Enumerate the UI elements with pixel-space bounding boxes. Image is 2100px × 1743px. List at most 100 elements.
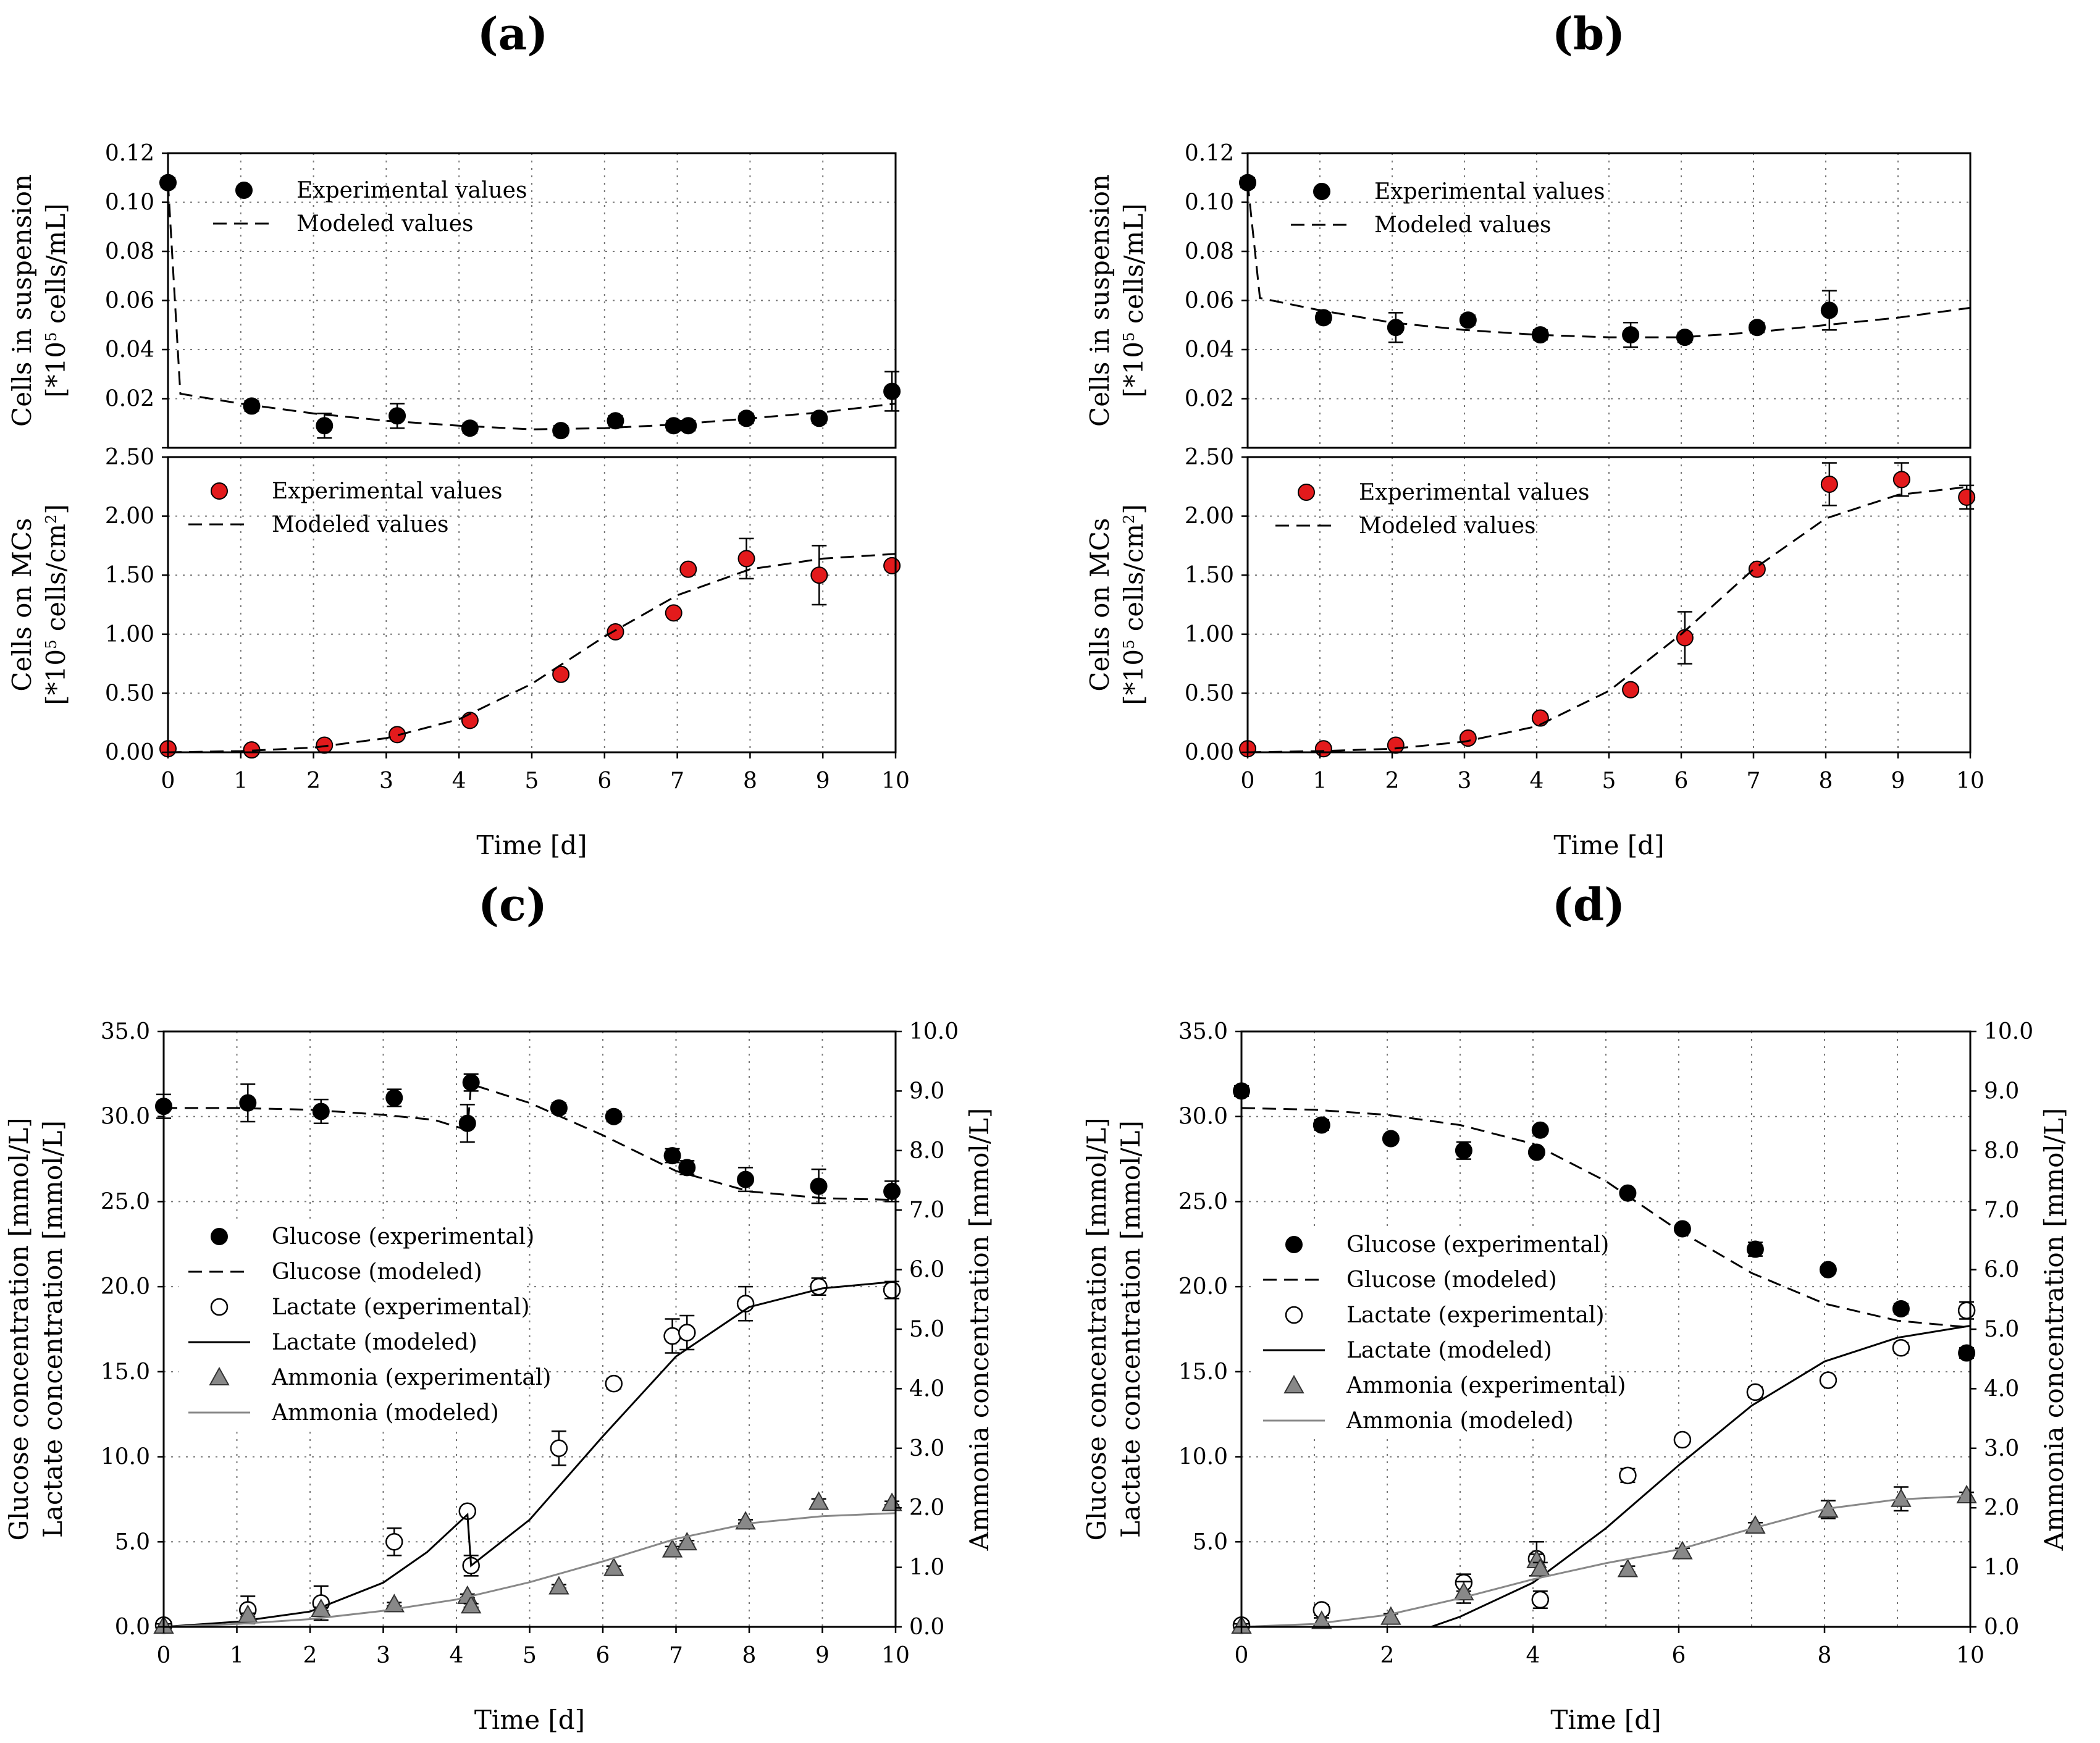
y2-axis-label: Ammonia concentration [mmol/L]: [2039, 1108, 2069, 1552]
y-tick-label: 10.0: [101, 1445, 150, 1470]
legend-symbol: [235, 182, 253, 199]
data-point-glucose-experimental: [312, 1102, 330, 1120]
legend-label: Modeled values: [272, 512, 448, 537]
data-point-experimental-values: [607, 412, 624, 430]
x-axis-label: Time [d]: [474, 1705, 585, 1735]
data-point-experimental-values: [1314, 740, 1332, 758]
legend: Experimental values Modeled values: [1275, 480, 1589, 539]
data-point-ammonia-experimental: [676, 1532, 697, 1551]
y-tick-label: 30.0: [1178, 1104, 1228, 1130]
data-point-experimental-values: [316, 736, 334, 754]
y-tick-label: 2.00: [1185, 504, 1234, 529]
y2-tick-label: 10.0: [1984, 1019, 2033, 1044]
data-point-experimental-values: [737, 550, 755, 568]
series-line-lactate-modeled: [163, 1280, 896, 1628]
data-point-ammonia-experimental: [1745, 1515, 1766, 1534]
y2-tick-label: 7.0: [909, 1198, 944, 1223]
legend-label: Glucose (experimental): [272, 1224, 534, 1250]
y-tick-label: 0.04: [1185, 337, 1234, 363]
legend: Experimental values Modeled values: [213, 178, 527, 237]
y-axis-label: Cells in suspension: [1085, 174, 1115, 427]
x-tick-label: 0: [1241, 768, 1255, 794]
legend-bg: [179, 1359, 525, 1395]
data-point-experimental-values: [1958, 489, 1976, 506]
data-point-experimental-values: [607, 623, 624, 640]
data-point-lactate-experimental: [1673, 1430, 1692, 1449]
data-point-lactate-experimental: [550, 1439, 568, 1458]
y-axis-label: Glucose concentration [mmol/L]: [1082, 1117, 1112, 1540]
data-point-ammonia-experimental: [603, 1557, 624, 1576]
data-point-lactate-experimental: [1892, 1339, 1910, 1357]
data-point-glucose-experimental: [883, 1182, 901, 1200]
data-point-experimental-values: [679, 560, 697, 578]
y-tick-label: 0.10: [1185, 190, 1234, 216]
legend-label: Lactate (modeled): [272, 1330, 477, 1355]
y-tick-label: 2.50: [105, 445, 154, 470]
data-point-glucose-experimental: [385, 1089, 403, 1107]
y2-tick-label: 5.0: [1984, 1317, 2019, 1342]
y-tick-label: 0.08: [1185, 239, 1234, 264]
data-point-ammonia-experimental: [1530, 1558, 1551, 1577]
data-point-ammonia-experimental: [1956, 1484, 1977, 1503]
y-tick-label: 25.0: [1178, 1189, 1228, 1214]
plot-frame: [1246, 152, 1972, 449]
legend-bg: [1254, 1297, 1600, 1333]
y-tick-label: 0.06: [1185, 288, 1234, 314]
y-tick-label: 0.12: [1185, 141, 1234, 166]
plot-frame: [1246, 456, 1972, 754]
x-tick-label: 7: [669, 1643, 683, 1668]
y-tick-label: 0.50: [1185, 681, 1234, 706]
y-tick-label: 35.0: [1178, 1019, 1228, 1044]
x-tick-label: 8: [743, 768, 757, 794]
y-tick-label: 0.02: [105, 387, 154, 412]
y-tick-label: 2.50: [1185, 445, 1234, 470]
data-point-experimental-values: [810, 566, 828, 584]
chart-0: Experimental values Modeled values 0.02 0.0…: [7, 141, 901, 449]
x-tick-label: 2: [303, 1643, 317, 1668]
y2-tick-label: 2.0: [1984, 1495, 2019, 1521]
x-axis-label: Time [d]: [1553, 830, 1664, 860]
x-tick-label: 0: [161, 768, 175, 794]
y-tick-label: 0.02: [1185, 387, 1234, 412]
data-point-glucose-experimental: [810, 1177, 828, 1195]
x-tick-label: 10: [1956, 1643, 1984, 1668]
y-tick-label: 5.0: [115, 1529, 150, 1555]
legend-label: Glucose (experimental): [1346, 1232, 1609, 1258]
x-tick-label: 1: [230, 1643, 244, 1668]
data-point-experimental-values: [316, 417, 334, 435]
x-tick-label: 2: [306, 768, 321, 794]
y2-tick-label: 3.0: [909, 1436, 944, 1461]
legend-label: Experimental values: [296, 178, 527, 203]
x-tick-label: 5: [1602, 768, 1616, 794]
legend-symbol: [209, 1366, 230, 1385]
legend-bg: [179, 1219, 525, 1254]
data-point-ammonia-experimental: [1891, 1488, 1912, 1507]
data-point-glucose-experimental: [1673, 1220, 1691, 1238]
y-tick-label: 1.00: [1185, 622, 1234, 647]
legend-symbol: [1298, 484, 1315, 501]
data-point-experimental-values: [1892, 471, 1910, 489]
legend: Glucose (experimental) Glucose (modeled) L…: [179, 1219, 551, 1430]
legend-label: Lactate (modeled): [1346, 1338, 1552, 1363]
y-tick-label: 0.10: [105, 190, 154, 216]
data-point-experimental-values: [1459, 311, 1477, 329]
data-point-glucose-experimental: [1958, 1344, 1976, 1362]
data-point-glucose-experimental: [1746, 1240, 1764, 1258]
x-tick-label: 2: [1380, 1643, 1395, 1668]
y-tick-label: 0.00: [105, 740, 154, 765]
data-point-experimental-values: [883, 382, 901, 400]
x-tick-label: 6: [1674, 768, 1689, 794]
y-tick-label: 1.50: [105, 563, 154, 588]
y-axis-label: Cells on MCs: [7, 518, 37, 691]
data-point-glucose-experimental: [605, 1107, 623, 1125]
y-tick-label: 10.0: [1178, 1445, 1228, 1470]
legend-label: Modeled values: [1374, 212, 1551, 238]
x-tick-label: 5: [525, 768, 539, 794]
y2-tick-label: 9.0: [1984, 1078, 2019, 1104]
data-point-lactate-experimental: [1619, 1466, 1637, 1485]
x-tick-label: 1: [1313, 768, 1327, 794]
chart-4: Glucose (experimental) Glucose (modeled) L…: [4, 1019, 994, 1735]
legend-label: Ammonia (modeled): [271, 1400, 499, 1426]
x-tick-label: 4: [1530, 768, 1544, 794]
